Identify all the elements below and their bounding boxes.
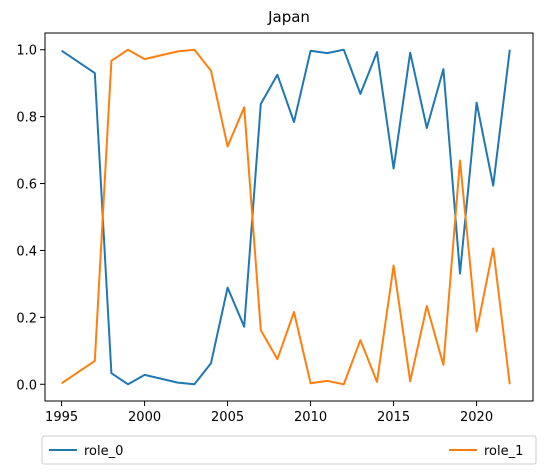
y-tick-label: 0.8	[16, 111, 37, 126]
x-tick-label: 2010	[294, 410, 327, 425]
x-tick-label: 1995	[45, 410, 78, 425]
legend: role_0 role_1	[41, 435, 537, 465]
series-line-role-1	[61, 48, 511, 386]
plot-area	[44, 32, 534, 402]
x-tick-label: 2015	[377, 410, 410, 425]
y-tick-label: 0.4	[16, 244, 37, 259]
chart-title: Japan	[267, 8, 310, 26]
legend-label-role-0: role_0	[84, 444, 123, 459]
x-tick-label: 2005	[211, 410, 244, 425]
x-axis: 1995 2000 2005 2010 2015 2020	[45, 401, 493, 425]
x-tick-label: 2000	[128, 410, 161, 425]
y-tick-label: 1.0	[16, 44, 37, 59]
y-tick-label: 0.6	[16, 178, 37, 193]
y-tick-label: 0.2	[16, 311, 37, 326]
series-line-role-0	[61, 48, 511, 386]
y-tick-label: 0.0	[16, 378, 37, 393]
legend-label-role-1: role_1	[484, 444, 523, 459]
x-tick-label: 2020	[460, 410, 493, 425]
y-axis: 0.0 0.2 0.4 0.6 0.8 1.0	[16, 44, 45, 393]
series-lines	[61, 48, 511, 386]
legend-box	[41, 435, 537, 465]
